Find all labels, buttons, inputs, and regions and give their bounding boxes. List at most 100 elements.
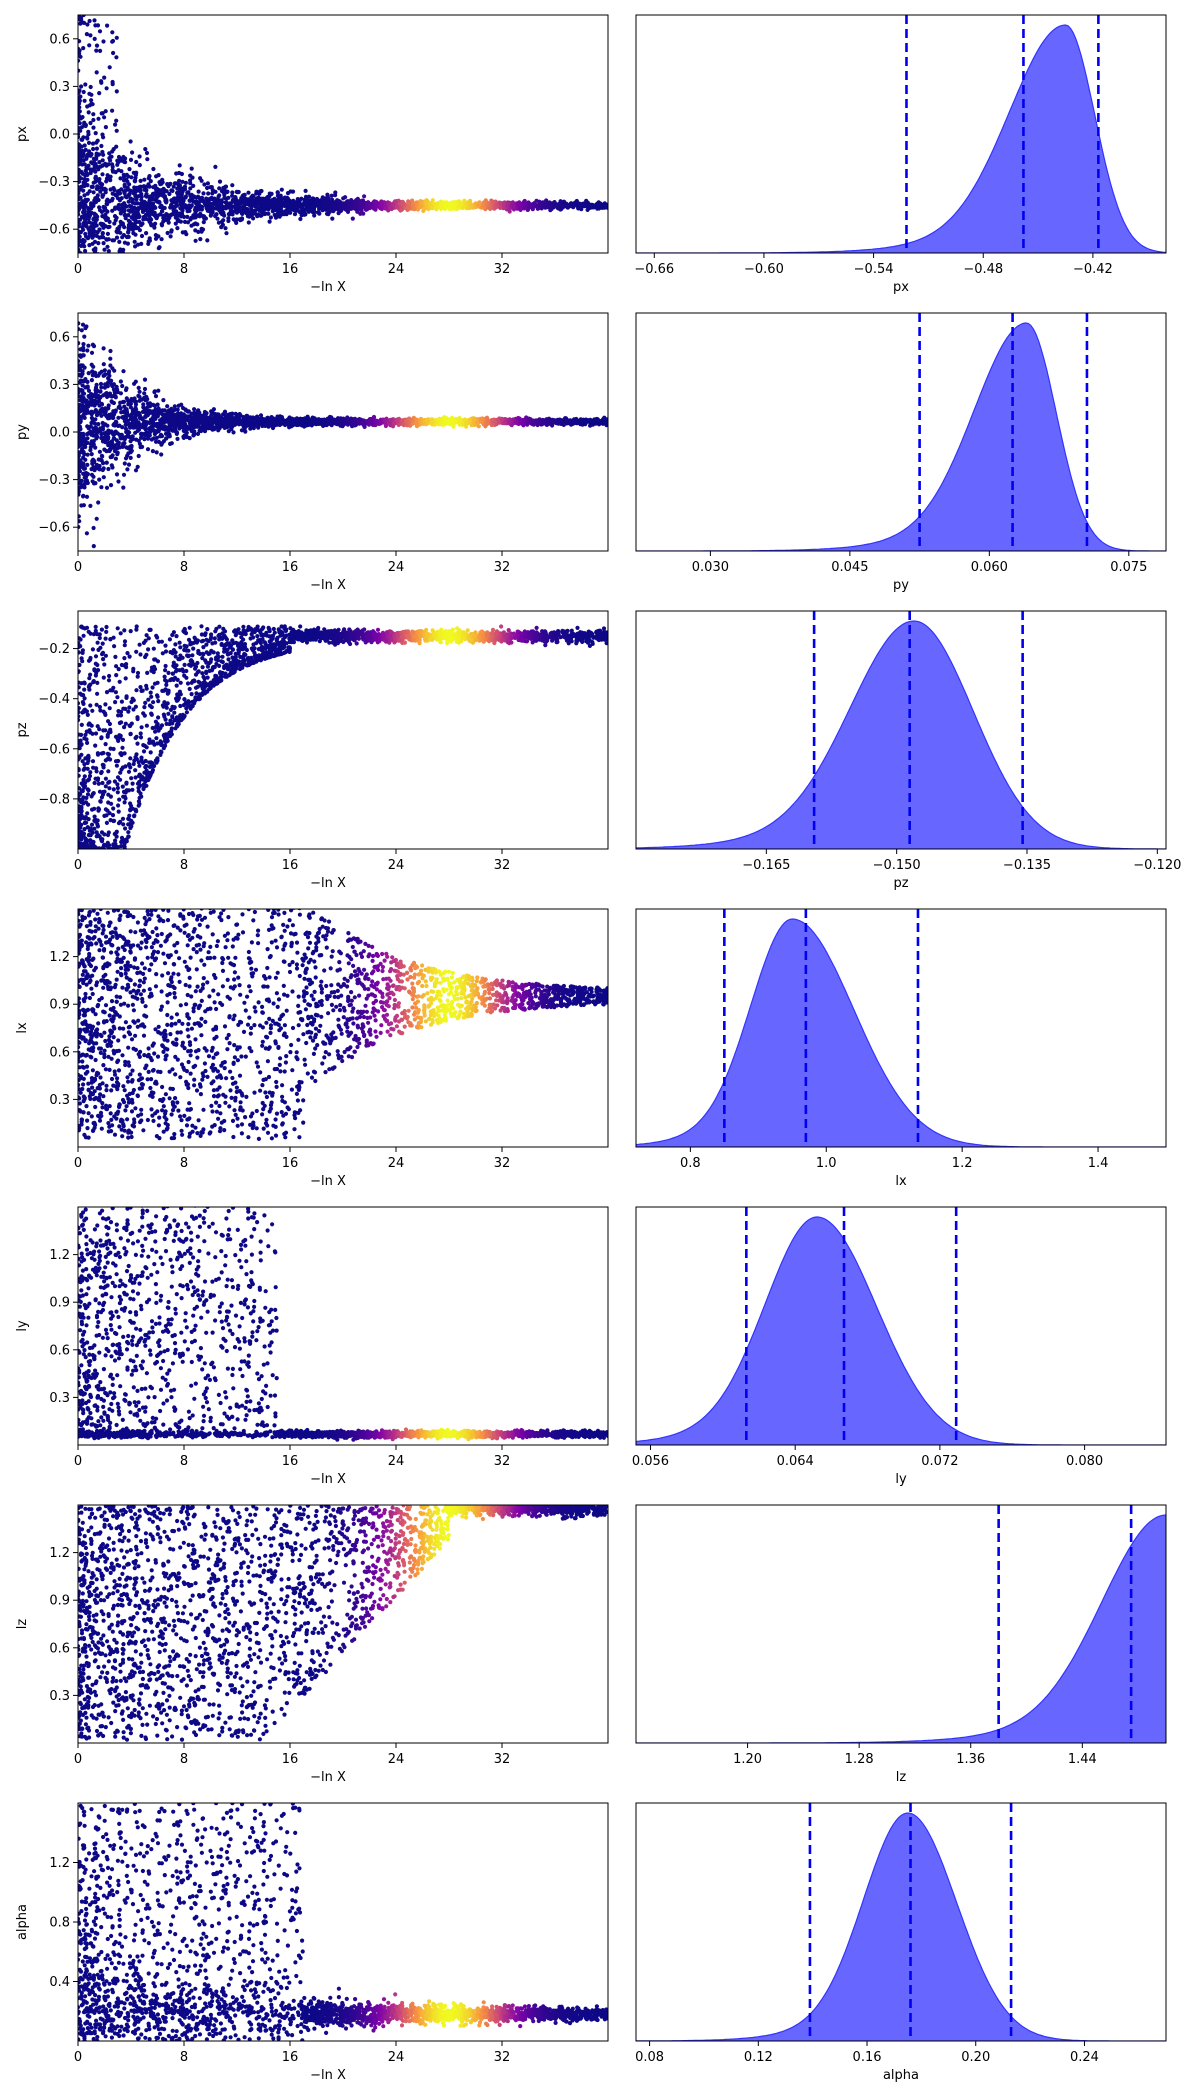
kde-panel-py: 0.030 0.045 0.060 0.075 py xyxy=(635,312,1167,593)
y-axis-label: ly xyxy=(15,1320,30,1332)
x-tick-label: 0.20 xyxy=(961,2050,990,2065)
x-tick-label: −0.120 xyxy=(1133,858,1181,873)
y-tick-label: −0.3 xyxy=(38,473,70,488)
x-tick-label: 24 xyxy=(388,1752,405,1767)
x-tick-label: 32 xyxy=(494,1752,511,1767)
x-axis-label: −ln X xyxy=(310,876,346,891)
x-axis-label: alpha xyxy=(883,2068,919,2083)
x-tick-label: 0 xyxy=(74,1752,82,1767)
y-tick-label: −0.6 xyxy=(38,521,70,536)
x-tick-label: 16 xyxy=(282,2050,299,2065)
kde-area xyxy=(636,918,1166,1147)
y-axis-label: py xyxy=(15,424,30,440)
scatter-points xyxy=(78,624,608,849)
x-tick-label: 8 xyxy=(180,262,188,277)
scatter-points xyxy=(78,15,608,253)
x-tick-label: 8 xyxy=(180,858,188,873)
x-tick-label: 1.20 xyxy=(733,1752,762,1767)
kde-frame xyxy=(635,610,1167,850)
x-tick-label: 8 xyxy=(180,560,188,575)
x-tick-label: 0.24 xyxy=(1070,2050,1099,2065)
y-tick-label: 0.4 xyxy=(49,1975,70,1990)
kde-frame xyxy=(635,14,1167,254)
kde-frame xyxy=(635,1802,1167,2042)
x-tick-label: 0.045 xyxy=(831,560,868,575)
x-tick-label: 24 xyxy=(388,262,405,277)
y-tick-label: 0.6 xyxy=(49,1641,70,1656)
y-tick-label: 0.6 xyxy=(49,330,70,345)
x-tick-label: 24 xyxy=(388,1454,405,1469)
y-tick-label: 1.2 xyxy=(49,1248,70,1263)
kde-panel-lz: 1.20 1.28 1.36 1.44 lz xyxy=(635,1504,1167,1785)
kde-frame xyxy=(635,1206,1167,1446)
x-tick-label: 32 xyxy=(494,560,511,575)
x-tick-label: −0.165 xyxy=(742,858,790,873)
x-tick-label: 0 xyxy=(74,1156,82,1171)
y-tick-label: −0.6 xyxy=(38,223,70,238)
scatter-frame-lx xyxy=(77,908,609,1148)
y-tick-label: 0.9 xyxy=(49,1594,70,1609)
x-axis-label: px xyxy=(893,280,909,295)
y-axis-label: alpha xyxy=(15,1904,30,1940)
x-tick-label: −0.48 xyxy=(963,262,1003,277)
x-tick-label: 1.44 xyxy=(1068,1752,1097,1767)
x-tick-label: 32 xyxy=(494,1454,511,1469)
x-tick-label: 0 xyxy=(74,2050,82,2065)
x-axis-label: py xyxy=(893,578,909,593)
scatter-panel-px: 0 8 16 24 32 −ln X 0.6 0.3 0.0 −0.3 −0.6 px xyxy=(15,14,609,295)
scatter-points xyxy=(78,1207,608,1442)
y-tick-label: 0.3 xyxy=(49,1391,70,1406)
x-tick-label: 16 xyxy=(282,1454,299,1469)
y-tick-label: 0.6 xyxy=(49,32,70,47)
x-tick-label: 0.072 xyxy=(921,1454,958,1469)
y-axis-label: px xyxy=(15,126,30,142)
y-tick-label: 0.6 xyxy=(49,1343,70,1358)
x-axis-label: −ln X xyxy=(310,1472,346,1487)
kde-frame xyxy=(635,1504,1167,1744)
x-tick-label: 32 xyxy=(494,858,511,873)
x-tick-label: 0 xyxy=(74,560,82,575)
scatter-points xyxy=(78,909,608,1141)
x-tick-label: 0.16 xyxy=(853,2050,882,2065)
kde-panel-ly: 0.056 0.064 0.072 0.080 ly xyxy=(632,1206,1167,1487)
x-tick-label: 1.28 xyxy=(845,1752,874,1767)
y-tick-label: 0.9 xyxy=(49,1296,70,1311)
x-tick-label: −0.42 xyxy=(1073,262,1113,277)
y-tick-label: 0.3 xyxy=(49,80,70,95)
y-tick-label: 0.9 xyxy=(49,998,70,1013)
scatter-panel-ly: 0 8 16 24 32 −ln X 1.2 0.9 0.6 0.3 ly xyxy=(15,1206,609,1487)
x-tick-label: 24 xyxy=(388,560,405,575)
kde-frame xyxy=(635,908,1167,1148)
kde-area xyxy=(636,1812,1166,2041)
x-tick-label: 1.0 xyxy=(816,1156,837,1171)
scatter-panel-pz: 0 8 16 24 32 −ln X −0.2 −0.4 −0.6 −0.8 pz xyxy=(15,610,609,891)
kde-frame xyxy=(635,312,1167,552)
x-tick-label: 8 xyxy=(180,1156,188,1171)
x-axis-label: −ln X xyxy=(310,2068,346,2083)
scatter-panel-py: 0 8 16 24 32 −ln X 0.6 0.3 0.0 −0.3 −0.6 py xyxy=(15,312,609,593)
x-axis-label: ly xyxy=(895,1472,907,1487)
kde-panel-pz: −0.165 −0.150 −0.135 −0.120 pz xyxy=(635,610,1181,891)
x-tick-label: 8 xyxy=(180,1752,188,1767)
x-tick-label: 16 xyxy=(282,858,299,873)
y-tick-label: 0.0 xyxy=(49,426,70,441)
x-tick-label: 1.4 xyxy=(1088,1156,1109,1171)
scatter-frame-pz xyxy=(77,610,609,850)
scatter-panel-alpha: 0 8 16 24 32 −ln X 1.2 0.8 0.4 alpha xyxy=(15,1802,609,2083)
x-tick-label: 0.08 xyxy=(635,2050,664,2065)
x-tick-label: 24 xyxy=(388,2050,405,2065)
x-tick-label: −0.66 xyxy=(634,262,674,277)
x-tick-label: 8 xyxy=(180,1454,188,1469)
y-tick-label: 0.0 xyxy=(49,128,70,143)
x-tick-label: −0.60 xyxy=(744,262,784,277)
y-tick-label: 0.3 xyxy=(49,1689,70,1704)
scatter-points xyxy=(78,321,608,549)
y-tick-label: −0.6 xyxy=(38,742,70,757)
x-tick-label: 16 xyxy=(282,1752,299,1767)
x-tick-label: 16 xyxy=(282,262,299,277)
y-tick-label: 0.3 xyxy=(49,1093,70,1108)
y-tick-label: 0.6 xyxy=(49,1045,70,1060)
y-tick-label: 0.8 xyxy=(49,1916,70,1931)
x-tick-label: −0.150 xyxy=(873,858,921,873)
